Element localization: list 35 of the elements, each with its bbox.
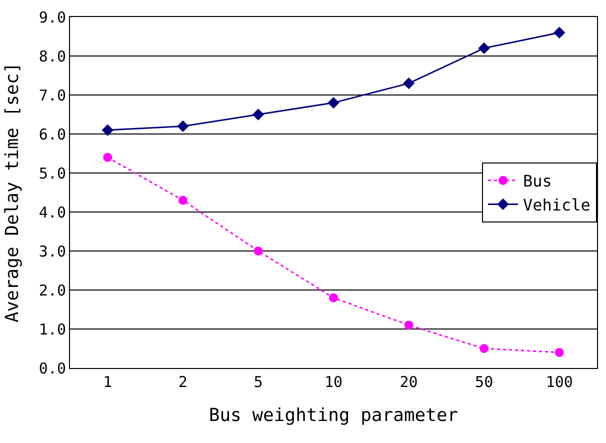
x-tick-label: 10 [324, 373, 343, 391]
point [404, 320, 414, 330]
y-tick-label: 6.0 [38, 125, 66, 144]
x-tick-label: 100 [546, 373, 573, 391]
point [478, 42, 490, 54]
y-axis-title: Average Delay time [sec] [2, 62, 24, 323]
point [102, 124, 114, 136]
x-tick-label: 50 [475, 373, 494, 391]
y-tick-label: 1.0 [38, 320, 66, 338]
y-tick-label: 8.0 [38, 47, 66, 66]
y-tick-label: 4.0 [38, 203, 66, 222]
point [402, 77, 415, 90]
legend-label: Vehicle [523, 195, 590, 214]
point [480, 344, 489, 353]
y-tick-label: 0.0 [38, 359, 66, 378]
point [252, 108, 264, 120]
x-tick-label: 5 [254, 373, 263, 391]
point [254, 246, 263, 256]
point [554, 26, 566, 38]
point [554, 348, 564, 357]
x-tick-label: 20 [400, 373, 418, 391]
legend-label: Bus [523, 172, 552, 191]
point [178, 196, 188, 205]
x-tick-label: 2 [178, 373, 188, 391]
y-tick-label: 5.0 [38, 164, 66, 182]
x-axis-title: Bus weighting parameter [208, 405, 458, 426]
point [328, 96, 340, 109]
point [329, 293, 338, 302]
y-tick-label: 9.0 [38, 8, 66, 26]
point [177, 120, 189, 132]
y-tick-label: 3.0 [38, 242, 66, 260]
y-tick-label: 2.0 [38, 281, 66, 300]
y-tick-label: 7.0 [38, 86, 66, 104]
point [103, 152, 112, 162]
x-tick-label: 1 [103, 373, 112, 391]
